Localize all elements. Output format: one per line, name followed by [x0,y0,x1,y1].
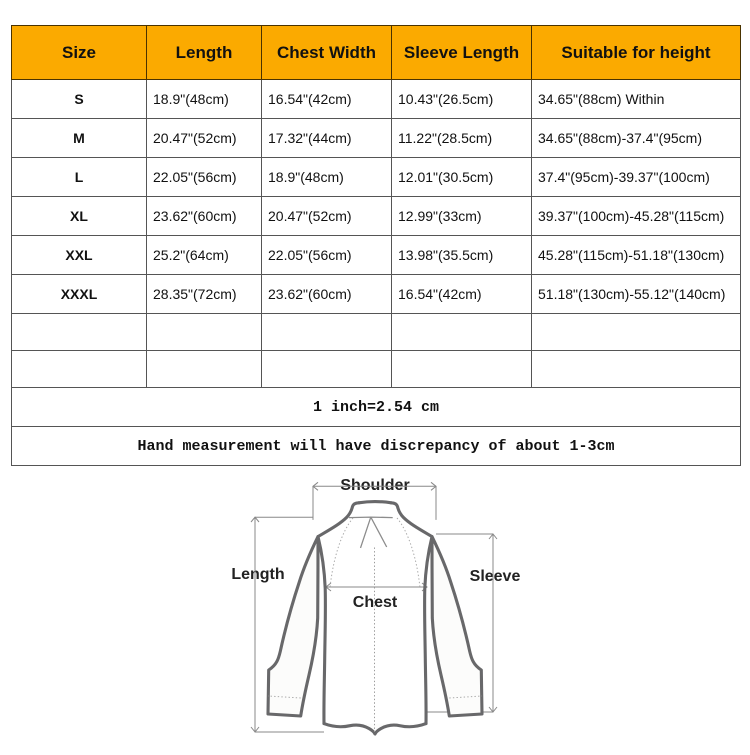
svg-text:Chest: Chest [353,594,398,611]
svg-text:Sleeve: Sleeve [470,568,521,585]
svg-text:Length: Length [231,566,284,583]
svg-text:Shoulder: Shoulder [340,477,409,494]
